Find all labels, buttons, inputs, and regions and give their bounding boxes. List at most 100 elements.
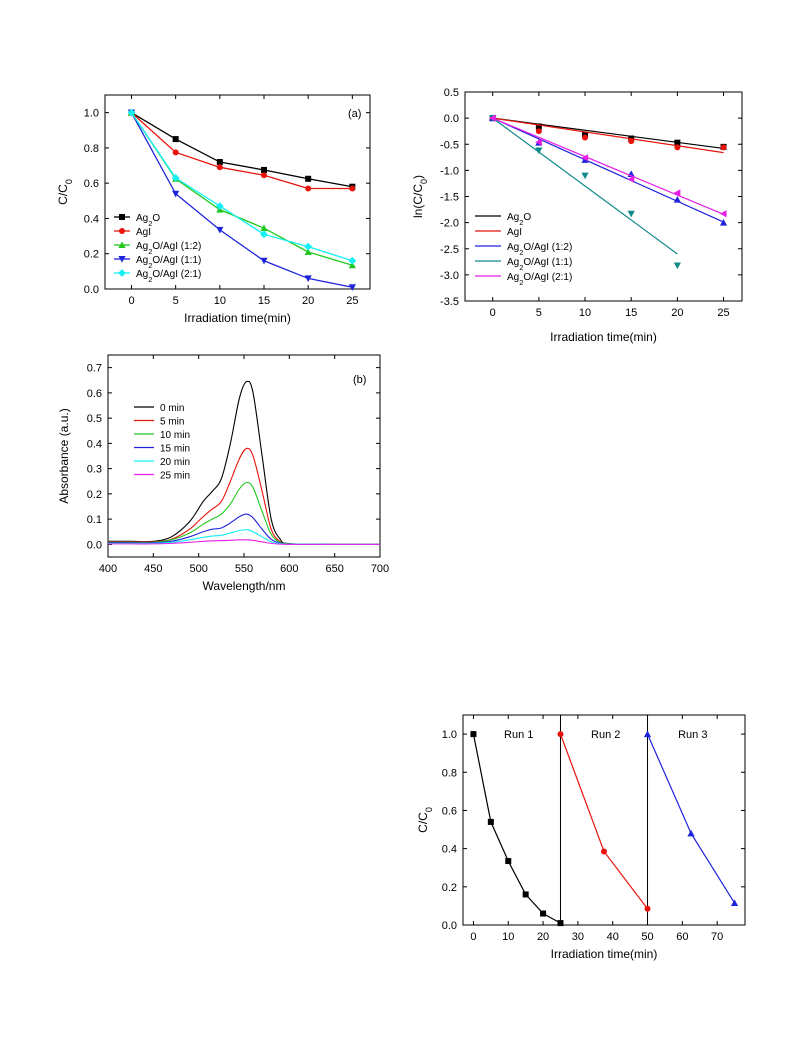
fit-line	[492, 117, 678, 255]
data-point	[260, 230, 268, 239]
y-tick-label: -1.5	[440, 192, 459, 204]
y-tick-label: -1.0	[440, 165, 459, 177]
x-tick-label: 500	[189, 563, 207, 575]
data-point	[305, 175, 312, 182]
x-axis-title: Irradiation time(min)	[550, 330, 657, 344]
y-tick-label: 0.3	[87, 464, 102, 476]
y-tick-label: 0.2	[84, 249, 99, 261]
data-point	[470, 731, 477, 738]
x-tick-label: 20	[537, 931, 549, 943]
chart-d-svg: 0 10 20 30 40 50 60 70 0.0 0.2 0.4 0.6 0.8 1.0 Irradia…	[416, 714, 746, 961]
y-tick-label: -2.0	[440, 218, 459, 230]
x-axis-title: Irradiation time(min)	[551, 947, 658, 961]
x-tick-label: 400	[99, 563, 117, 575]
data-point	[719, 219, 728, 226]
y-tick-label: 0.5	[87, 413, 102, 425]
y-tick-label: 0.7	[87, 363, 102, 375]
x-tick-label: 25	[717, 307, 729, 319]
y-tick-label: 1.0	[84, 108, 99, 120]
data-point	[535, 123, 542, 130]
x-tick-label: 0	[128, 295, 134, 307]
x-axis-title: Wavelength/nm	[203, 579, 286, 593]
legend-label: 15 min	[160, 444, 190, 455]
y-tick-label: 0.4	[442, 844, 457, 856]
chart-a-svg: 0 5 10 15 20 25 0.0 0.2 0.4 0.6 0.8 1.0 Irradiation …	[56, 94, 371, 325]
y-tick-label: 0.0	[444, 113, 459, 125]
data-point	[581, 154, 589, 162]
data-point	[348, 261, 356, 269]
data-point	[643, 730, 652, 738]
data-point	[535, 147, 543, 155]
series-4	[489, 114, 727, 218]
x-tick-label: 10	[502, 931, 514, 943]
x-tick-label: 20	[302, 295, 314, 307]
data-point	[557, 731, 564, 738]
legend-label: 10 min	[160, 430, 190, 441]
series-line	[130, 112, 353, 262]
series-line	[131, 112, 353, 188]
series-line	[130, 112, 353, 288]
data-point	[720, 144, 727, 151]
data-point	[215, 202, 224, 211]
y-tick-label: 0.6	[84, 178, 99, 190]
x-tick-label: 0	[490, 307, 496, 319]
data-point	[644, 905, 651, 912]
legend-marker	[118, 269, 126, 277]
data-point	[172, 190, 180, 198]
legend-label: Ag2O/AgI (1:1)	[136, 255, 201, 270]
y-tick-label: -3.5	[440, 296, 459, 308]
data-point	[304, 275, 312, 283]
x-tick-label: 650	[325, 563, 343, 575]
data-point	[535, 128, 542, 135]
y-tick-label: 0.6	[87, 388, 102, 400]
legend-label: Ag2O/AgI (2:1)	[136, 269, 201, 284]
series-line	[646, 733, 736, 904]
y-tick-label: -2.5	[440, 244, 459, 256]
data-point	[719, 210, 727, 218]
data-point	[305, 185, 312, 192]
chart-c-svg: 400 450 500 550 600 650 700 0.0 0.1 0.2 0.3 0.4 0.5 0…	[57, 354, 389, 593]
x-tick-label: 15	[625, 307, 637, 319]
x-tick-label: 5	[536, 307, 542, 319]
series-1	[557, 731, 651, 912]
run-label: Run 1	[504, 729, 533, 741]
legend-label: 5 min	[160, 417, 184, 428]
legend-label: Ag2O/AgI (1:2)	[507, 242, 572, 257]
data-point	[260, 257, 268, 265]
y-axis-title: C/C0	[416, 807, 434, 833]
legend-label: 20 min	[160, 457, 190, 468]
series-0	[128, 109, 356, 190]
legend-label: AgI	[507, 227, 522, 238]
panel-label: (a)	[348, 108, 361, 120]
x-tick-label: 10	[214, 295, 226, 307]
data-point	[127, 108, 136, 117]
data-point	[304, 242, 313, 251]
fit-line	[492, 117, 724, 215]
legend-label: Ag2O/AgI (1:2)	[136, 241, 201, 256]
x-tick-label: 25	[346, 295, 358, 307]
x-tick-label: 40	[607, 931, 619, 943]
data-point	[216, 164, 223, 171]
data-point	[730, 899, 739, 907]
y-tick-label: 1.0	[442, 729, 457, 741]
data-point	[260, 224, 268, 232]
chart-b-panel: 0 5 10 15 20 25 0.5 0.0 -0.5 -1.0 -1.5 -2.0 -2.5 -3.0…	[411, 85, 750, 360]
x-tick-label: 60	[676, 931, 688, 943]
y-tick-label: 0.6	[442, 805, 457, 817]
run-label: Run 3	[678, 729, 707, 741]
x-axis-title: Irradiation time(min)	[184, 311, 291, 325]
y-tick-label: 0.5	[444, 87, 459, 99]
legend-label: AgI	[136, 227, 151, 238]
x-tick-label: 70	[711, 931, 723, 943]
y-tick-label: 0.0	[442, 920, 457, 932]
data-point	[505, 858, 512, 865]
y-tick-label: 0.8	[84, 143, 99, 155]
x-tick-label: 30	[572, 931, 584, 943]
legend-marker	[118, 256, 126, 263]
data-point	[673, 189, 681, 197]
chart-b-svg: 0 5 10 15 20 25 0.5 0.0 -0.5 -1.0 -1.5 -2.0 -2.5 -3.0…	[411, 87, 743, 344]
data-point	[349, 185, 356, 192]
data-point	[674, 139, 681, 146]
y-tick-label: 0.4	[87, 438, 102, 450]
series-line	[131, 112, 353, 190]
